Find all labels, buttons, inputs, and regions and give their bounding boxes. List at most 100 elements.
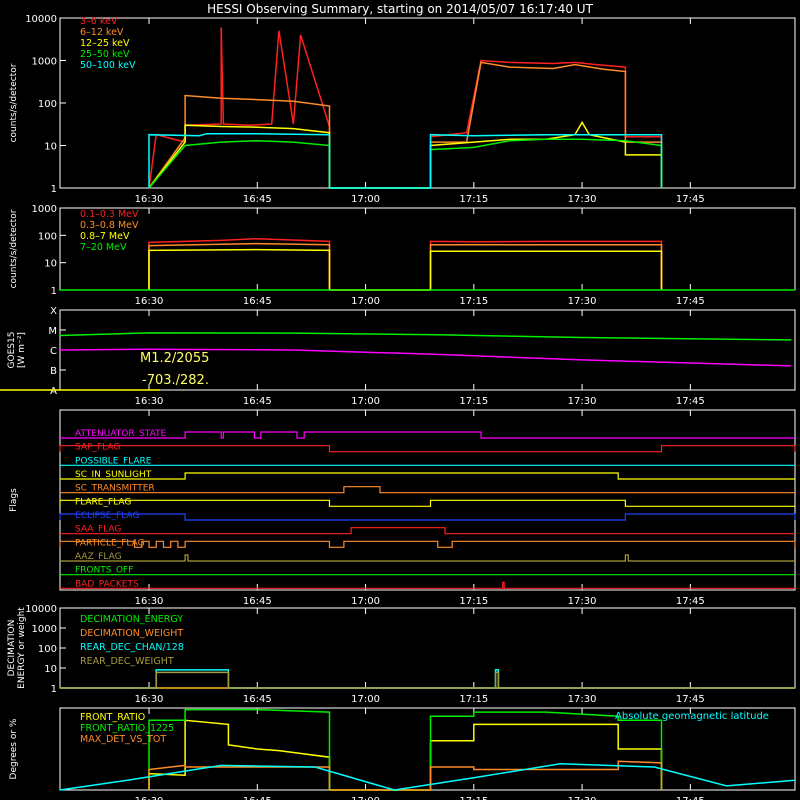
legend-entry: FRONT_RATIO_1225	[80, 723, 174, 734]
series-line	[148, 248, 663, 291]
x-tick-label: 17:45	[676, 296, 705, 307]
series-line	[60, 671, 795, 689]
y-tick-label: 100	[38, 644, 57, 655]
series-line	[59, 332, 792, 341]
flag-line	[60, 554, 795, 562]
legend-entry: DECIMATION_WEIGHT	[80, 628, 183, 639]
flag-label: POSSIBLE_FLARE	[75, 456, 152, 466]
y-tick-label: 1	[51, 286, 57, 297]
panel-ratios: 16:30 16:45 17:00 17:15 17:30 17:45 Degrees or…	[9, 707, 796, 800]
x-tick-label: 17:00	[351, 596, 380, 607]
series-line	[148, 27, 663, 189]
y-tick-label: X	[50, 306, 57, 317]
y-axis-label-2: ENERGY or weight	[17, 607, 27, 689]
flag-label: PARTICLE_FLAG	[75, 538, 145, 548]
x-tick-label: 17:15	[459, 296, 488, 307]
flag-label: SC_IN_SUNLIGHT	[75, 470, 152, 480]
flag-label: ATTENUATOR_STATE	[75, 429, 167, 439]
y-tick-label: 100	[38, 99, 57, 110]
legend-entry: REAR_DEC_WEIGHT	[80, 656, 174, 667]
flag-label: FRONTS_OFF	[75, 566, 133, 576]
series-line	[148, 61, 663, 189]
x-tick-label: 17:15	[459, 194, 488, 205]
y-tick-label: 10	[44, 664, 57, 675]
y-tick-label: 10000	[25, 604, 57, 615]
goes-annotation: M1.2/2055	[140, 351, 209, 366]
flag-line	[59, 445, 796, 453]
x-tick-label: 16:45	[243, 596, 272, 607]
y-axis-label: counts/s/detector	[9, 63, 19, 142]
y-axis-label: GOES15	[7, 332, 17, 369]
flag-label: SAA_FLAG	[75, 525, 121, 535]
flag-line	[59, 540, 796, 548]
y-tick-label: A	[50, 386, 57, 397]
y-axis-label: Flags	[9, 488, 19, 512]
series-line	[148, 719, 663, 791]
x-tick-label: 16:30	[135, 296, 164, 307]
panel-flags: 16:30 16:45 17:00 17:15 17:30 17:45 Flags ATTEN…	[9, 409, 796, 607]
y-axis-label-2: [W m⁻²]	[17, 332, 27, 368]
legend-entry: 0.8–7 MeV	[80, 231, 130, 242]
x-tick-label: 16:45	[243, 694, 272, 705]
x-tick-label: 17:45	[676, 396, 705, 407]
x-tick-label: 17:00	[351, 396, 380, 407]
y-tick-label: 1	[51, 684, 57, 695]
x-tick-label: 17:15	[459, 796, 488, 800]
flag-line	[60, 527, 795, 535]
flag-line	[60, 472, 795, 480]
x-tick-label: 17:30	[568, 194, 597, 205]
legend-entry: 3–6 keV	[80, 16, 118, 27]
x-tick-label: 17:30	[568, 396, 597, 407]
flag-line	[60, 581, 795, 589]
legend-entry: 0.3–0.8 MeV	[80, 220, 139, 231]
flag-label: SAP_FLAG	[75, 443, 120, 453]
legend-entry: 6–12 keV	[80, 27, 124, 38]
legend-entry: 0.1–0.3 MeV	[80, 209, 139, 220]
series-line	[148, 138, 663, 189]
x-tick-label: 16:30	[135, 396, 164, 407]
x-tick-label: 17:00	[351, 694, 380, 705]
legend-entry: 50–100 keV	[80, 60, 136, 71]
y-tick-label: C	[50, 346, 57, 357]
legend-entry: FRONT_RATIO	[80, 712, 145, 723]
y-tick-label: 100	[38, 231, 57, 242]
flag-line	[60, 431, 795, 439]
panel-decimation: 16:30 16:45 17:00 17:15 17:30 17:45 1 10 100 1000…	[7, 604, 796, 705]
x-tick-label: 17:30	[568, 796, 597, 800]
panel-count-rates: 16:30 16:45 17:00 17:15 17:30 17:45 1 10 100 1000…	[9, 14, 796, 205]
x-tick-label: 17:45	[676, 796, 705, 800]
y-axis-label: counts/s/detector	[9, 209, 19, 288]
panel-frame	[59, 207, 796, 291]
y-tick-label: 1000	[32, 204, 57, 215]
flag-label: FLARE_FLAG	[75, 497, 131, 507]
flag-label: AAZ_FLAG	[75, 552, 122, 562]
y-tick-label: 10	[44, 142, 57, 153]
panel-rear-segments: 16:30 16:45 17:00 17:15 17:30 17:45 1 10 100 1000…	[9, 204, 796, 307]
series-line	[148, 760, 663, 791]
legend-entry: 25–50 keV	[80, 49, 130, 60]
panels-group: 16:30 16:45 17:00 17:15 17:30 17:451101001000…	[0, 14, 796, 800]
legend-entry: 12–25 keV	[80, 38, 130, 49]
legend-entry: REAR_DEC_CHAN/128	[80, 642, 184, 653]
y-axis-label: Degrees or %	[9, 718, 19, 779]
x-tick-label: 16:30	[135, 796, 164, 800]
x-tick-label: 16:30	[135, 596, 164, 607]
x-tick-label: 17:30	[568, 596, 597, 607]
x-tick-label: 16:45	[243, 296, 272, 307]
flag-label: SC_TRANSMITTER	[75, 484, 155, 494]
x-tick-label: 17:00	[351, 796, 380, 800]
flag-line	[59, 499, 795, 507]
flag-label: ECLIPSE_FLAG	[75, 511, 139, 521]
flag-line	[59, 513, 796, 521]
legend-entry: MAX_DET_VS_TOT	[80, 734, 166, 745]
y-tick-label: 1000	[32, 624, 57, 635]
x-tick-label: 17:30	[568, 296, 597, 307]
x-tick-label: 16:45	[243, 396, 272, 407]
series-line	[148, 132, 663, 189]
y-tick-label: 1000	[32, 57, 57, 68]
x-tick-label: 17:15	[459, 396, 488, 407]
legend-entry: Absolute geomagnetic latitude	[615, 711, 769, 722]
series-line	[59, 763, 796, 791]
